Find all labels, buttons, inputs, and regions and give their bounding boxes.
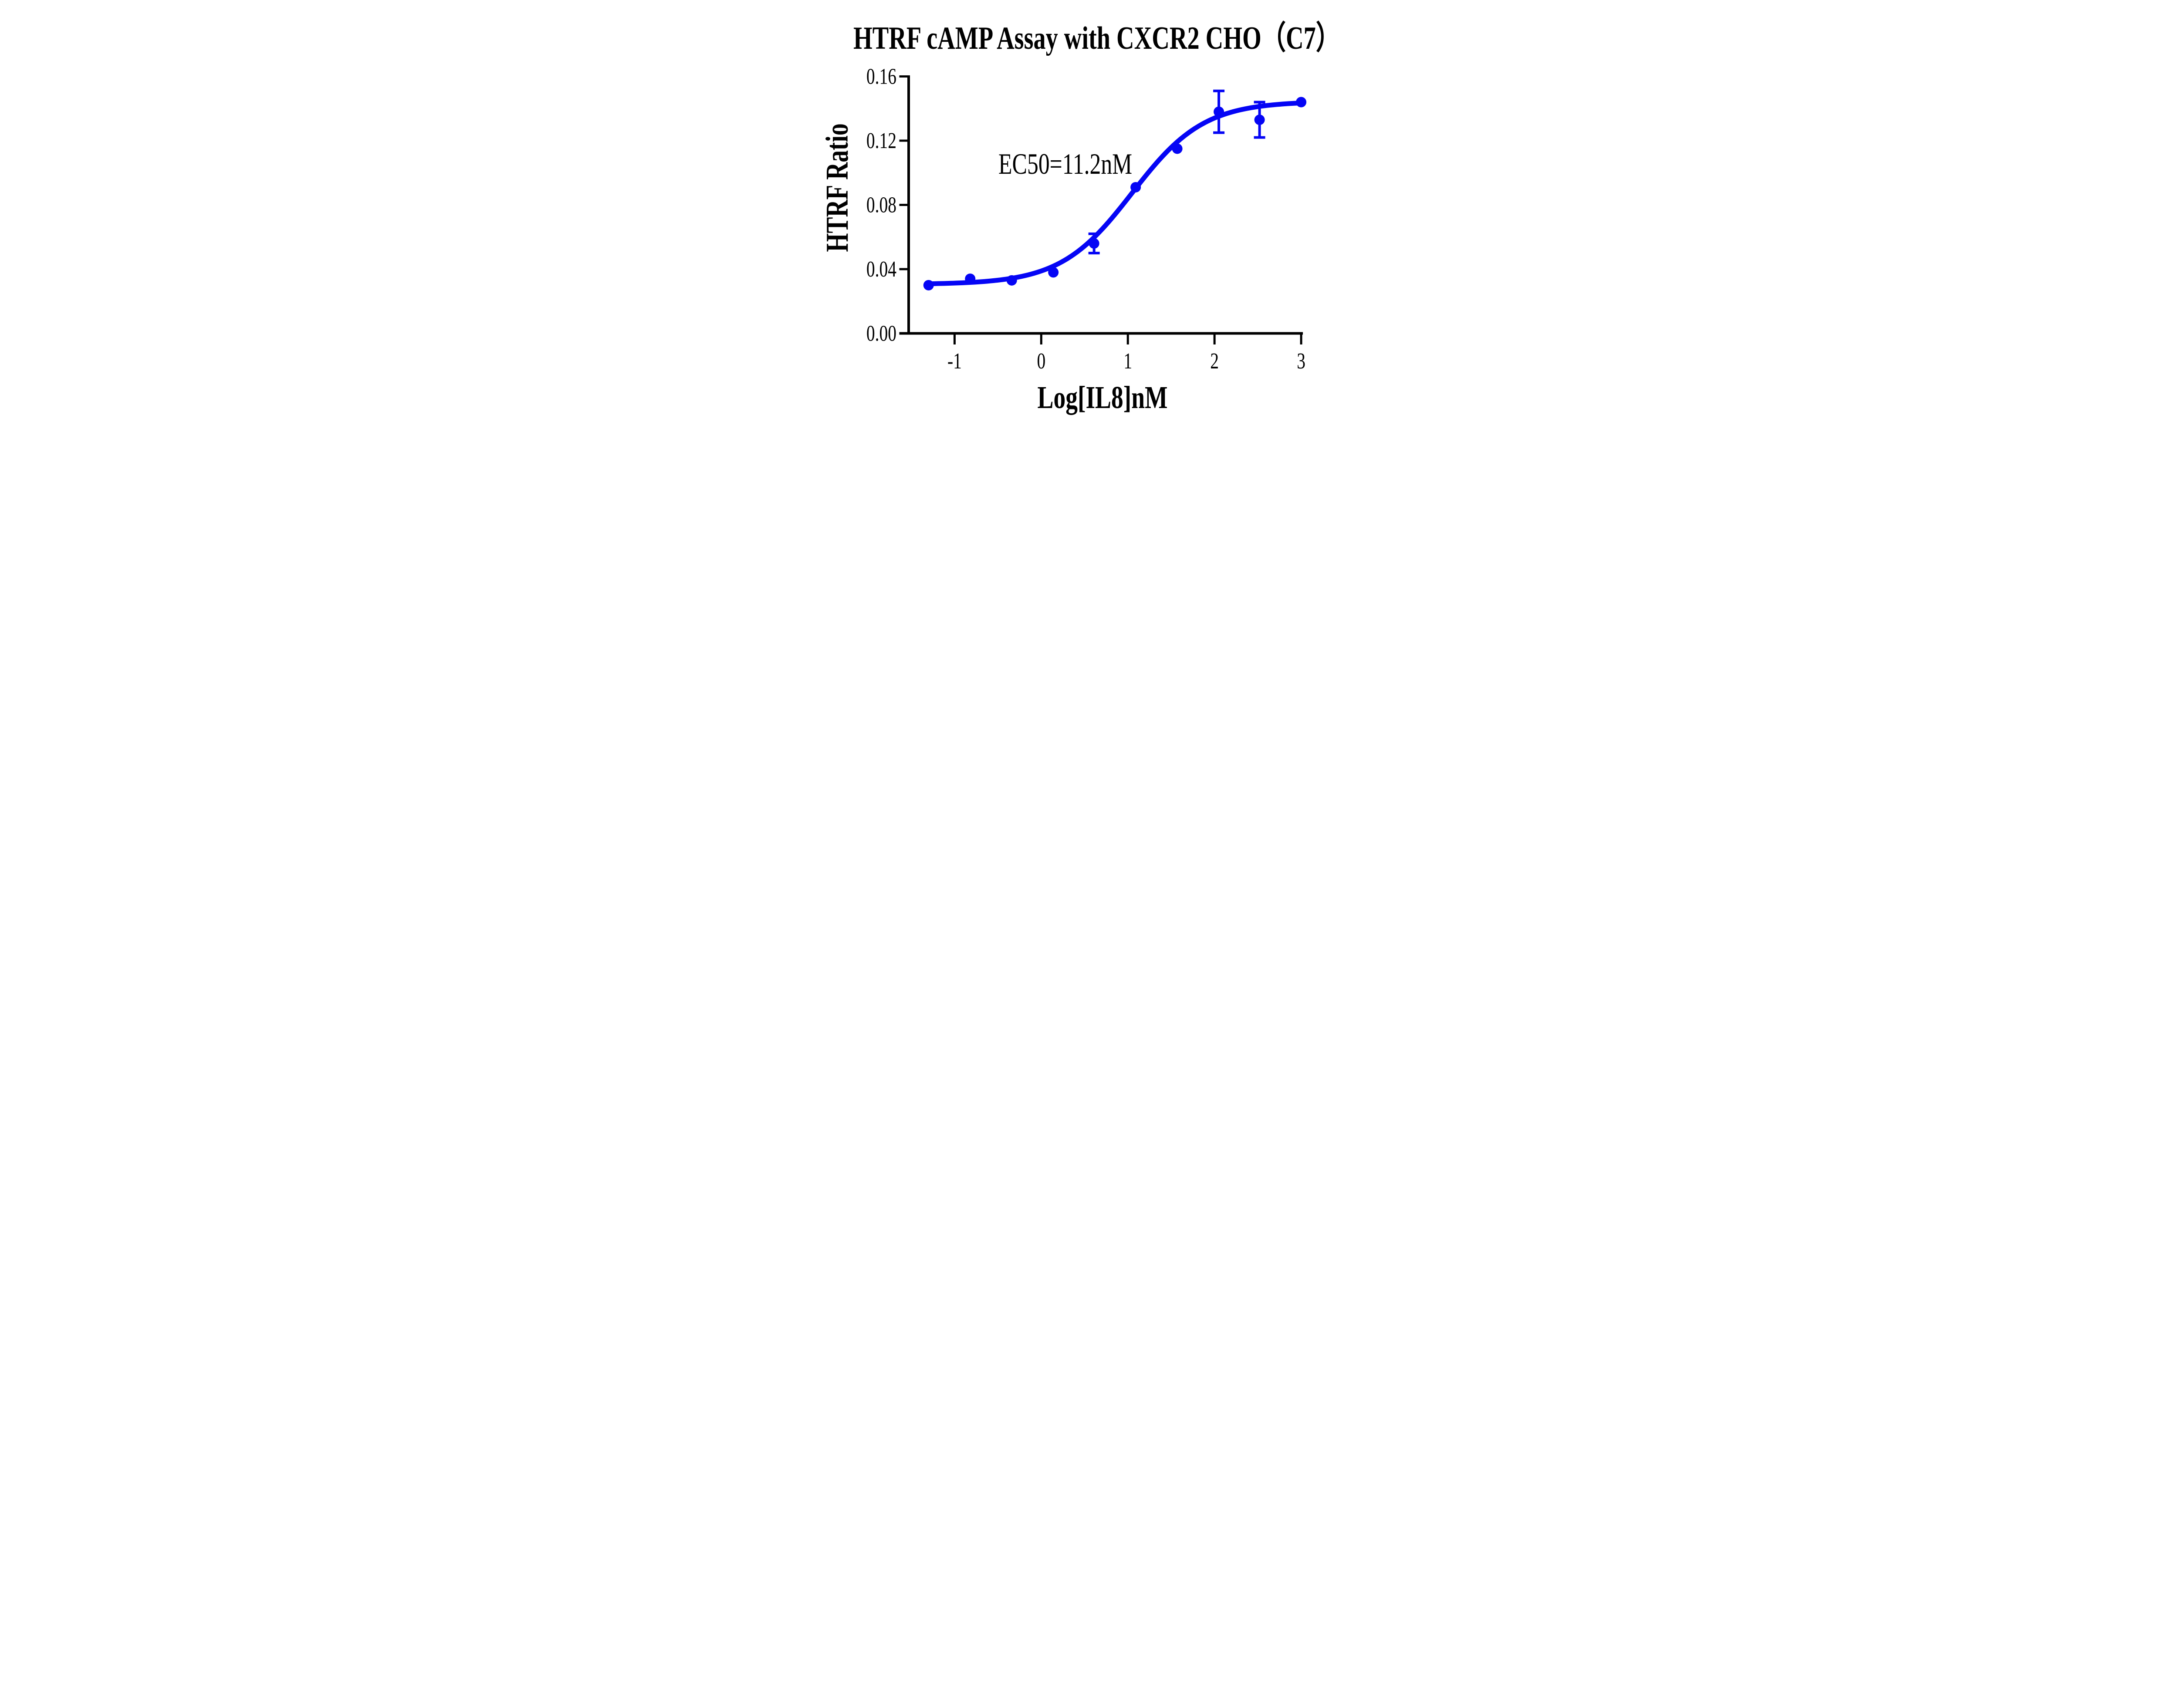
figure: HTRF cAMP Assay with CXCR2 CHO（C7） HTRF … bbox=[804, 0, 1374, 427]
data-point bbox=[1214, 106, 1224, 117]
data-point bbox=[1172, 143, 1183, 154]
x-tick-label: 0 bbox=[1037, 348, 1045, 373]
x-tick-label: 1 bbox=[1123, 348, 1132, 373]
x-tick-label: 2 bbox=[1210, 348, 1219, 373]
axes-layer bbox=[899, 75, 1303, 344]
x-tick-label: -1 bbox=[947, 348, 962, 373]
x-tick-label: 3 bbox=[1297, 348, 1305, 373]
dose-response-chart: HTRF cAMP Assay with CXCR2 CHO（C7） HTRF … bbox=[820, 20, 1340, 415]
data-point bbox=[1006, 275, 1017, 286]
y-tick-label: 0.12 bbox=[866, 128, 896, 153]
data-point bbox=[1089, 238, 1099, 249]
ec50-annotation: EC50=11.2nM bbox=[998, 148, 1132, 180]
y-tick-label: 0.16 bbox=[866, 64, 896, 88]
y-tick-label: 0.04 bbox=[866, 257, 896, 281]
data-point bbox=[965, 273, 976, 284]
series-layer bbox=[923, 89, 1307, 290]
data-point bbox=[1254, 115, 1265, 125]
y-tick-label: 0.00 bbox=[866, 321, 896, 345]
y-tick-label: 0.08 bbox=[866, 192, 896, 217]
chart-title: HTRF cAMP Assay with CXCR2 CHO（C7） bbox=[853, 20, 1340, 56]
fit-curve bbox=[926, 100, 1304, 287]
data-point bbox=[1130, 182, 1141, 192]
y-axis-title: HTRF Ratio bbox=[820, 123, 855, 252]
tick-label-layer: 0.00 0.04 0.08 0.12 0.16 -1 0 1 2 3 bbox=[866, 64, 1305, 373]
data-point bbox=[1048, 267, 1059, 278]
data-point bbox=[923, 280, 934, 290]
data-point bbox=[1296, 97, 1307, 108]
x-axis-title: Log[IL8]nM bbox=[1038, 380, 1168, 415]
